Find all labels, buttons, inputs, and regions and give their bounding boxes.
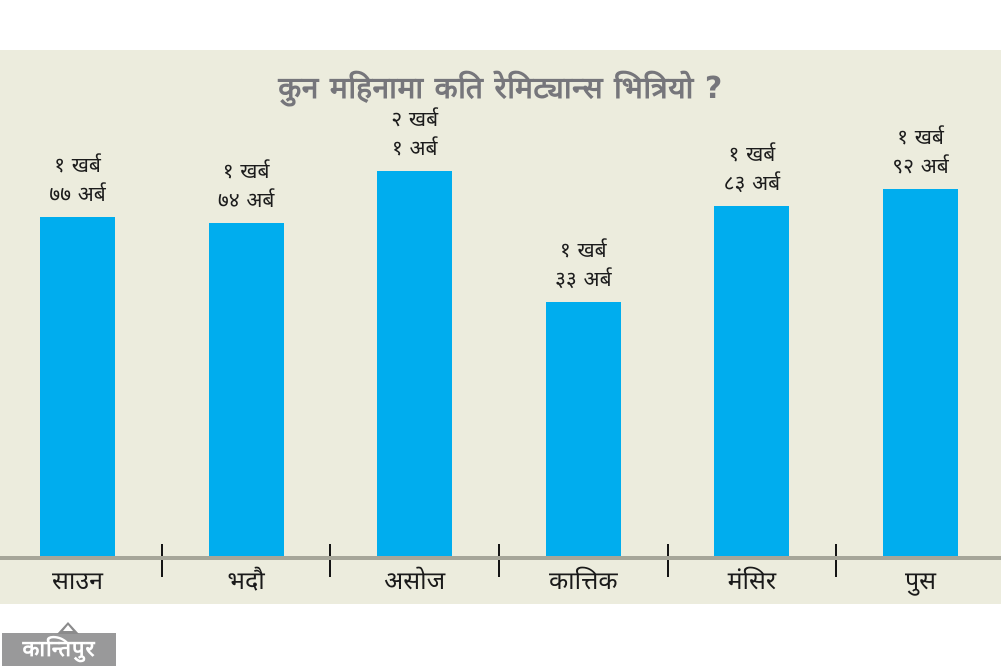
bar-5 xyxy=(714,206,790,556)
bar-value-line: १ खर्ब xyxy=(54,153,101,177)
bar-value-label-6: १ खर्ब ९२ अर्ब xyxy=(841,123,1001,181)
bar-6 xyxy=(883,189,958,556)
bar-value-line: १ खर्ब xyxy=(897,125,944,149)
bar-value-label-1: १ खर्ब ७७ अर्ब xyxy=(0,151,158,209)
axis-tick-2 xyxy=(329,544,332,577)
bar-value-line: ७७ अर्ब xyxy=(49,182,106,206)
bar-value-label-3: २ खर्ब १ अर्ब xyxy=(335,105,495,163)
axis-tick-5 xyxy=(835,544,838,577)
bar-value-line: २ खर्ब xyxy=(391,107,439,131)
bar-4 xyxy=(545,302,621,556)
x-axis-label-4: कात्तिक xyxy=(548,566,618,595)
bar-value-line: ७४ अर्ब xyxy=(217,188,275,212)
bar-value-label-4: १ खर्ब ३३ अर्ब xyxy=(503,236,663,294)
mountain-peak-icon xyxy=(57,622,79,634)
bar-value-line: ३३ अर्ब xyxy=(555,267,612,291)
axis-tick-3 xyxy=(498,544,500,577)
logo-text: कान्तिपुर xyxy=(22,636,96,662)
bar-3 xyxy=(377,171,453,556)
x-axis-label-3: असोज xyxy=(384,566,446,595)
x-axis-line xyxy=(0,556,1001,560)
chart-title: कुन महिनामा कति रेमिट्यान्स भित्रियो ? xyxy=(278,71,723,106)
bar-value-label-2: १ खर्ब ७४ अर्ब xyxy=(166,157,326,215)
bar-2 xyxy=(208,223,284,556)
x-axis-label-2: भदौ xyxy=(227,566,265,595)
x-axis-label-5: मंसिर xyxy=(727,566,777,595)
x-axis-label-1: साउन xyxy=(52,566,103,595)
bar-1 xyxy=(40,217,115,556)
bar-value-line: १ खर्ब xyxy=(559,238,607,262)
x-axis-label-6: पुस xyxy=(904,566,937,595)
bar-value-line: ९२ अर्ब xyxy=(892,154,949,178)
axis-tick-4 xyxy=(666,544,669,577)
axis-tick-1 xyxy=(160,544,163,577)
bar-value-line: १ खर्ब xyxy=(728,142,776,166)
bar-value-line: ८३ अर्ब xyxy=(723,171,781,195)
bar-value-line: १ अर्ब xyxy=(391,136,438,160)
chart-panel xyxy=(0,50,1001,604)
bar-value-line: १ खर्ब xyxy=(222,159,270,183)
kantipur-logo: कान्तिपुर xyxy=(2,622,116,666)
bar-value-label-5: १ खर्ब ८३ अर्ब xyxy=(672,140,832,198)
